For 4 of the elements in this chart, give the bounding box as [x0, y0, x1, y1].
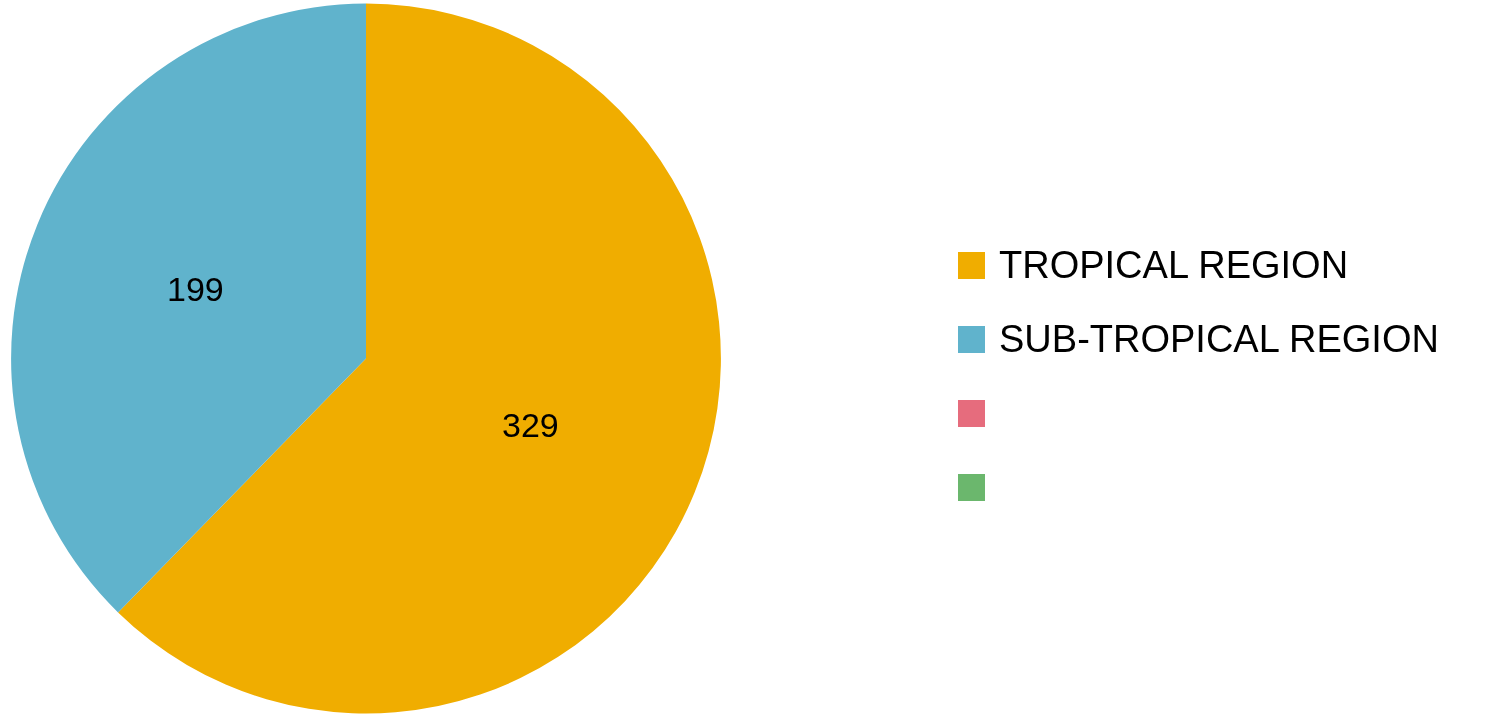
data-label: 199: [166, 270, 224, 308]
legend-label: TROPICAL REGION: [999, 243, 1349, 287]
legend-label: SUB-TROPICAL REGION: [999, 317, 1439, 361]
data-label: 329: [501, 406, 559, 445]
